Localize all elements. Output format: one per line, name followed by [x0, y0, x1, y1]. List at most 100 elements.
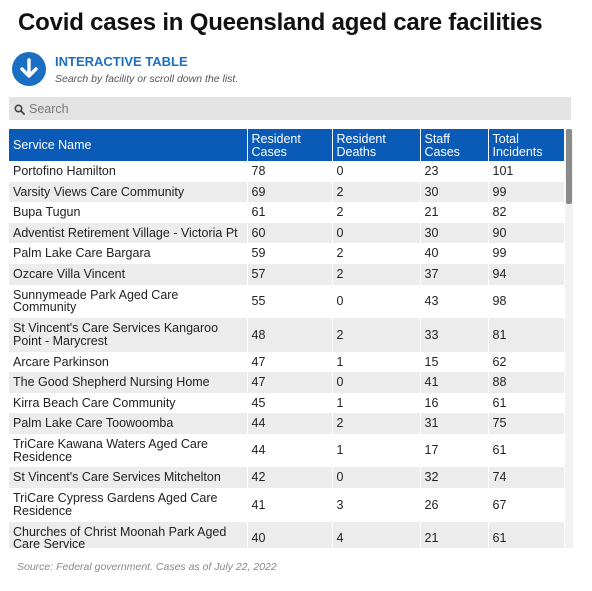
- table-row[interactable]: Palm Lake Care Toowoomba 44 2 31 75: [9, 413, 564, 434]
- staff-cases-cell: 43: [419, 284, 488, 319]
- service-name-line: Point - Marycrest: [13, 333, 108, 348]
- resident-cases-cell: 41: [246, 488, 332, 522]
- search-bar[interactable]: [9, 97, 571, 120]
- resident-deaths-cell: 2: [331, 202, 420, 223]
- service-name-line: St Vincent's Care Services Kangaroo: [13, 321, 219, 336]
- resident-deaths-cell: 0: [331, 467, 420, 489]
- header-resident-deaths[interactable]: Resident Deaths: [331, 129, 420, 161]
- resident-deaths-cell: 4: [331, 521, 420, 548]
- total-incidents-cell: 62: [487, 351, 564, 373]
- table-row[interactable]: Palm Lake Care Bargara 59 2 40 99: [9, 243, 564, 264]
- staff-cases-cell: 21: [419, 521, 488, 548]
- table-row[interactable]: Adventist Retirement Village - Victoria …: [9, 222, 564, 244]
- resident-cases-cell: 47: [246, 372, 332, 393]
- service-name-line: Community: [13, 300, 77, 315]
- header-label-line: Staff: [424, 131, 450, 146]
- service-name-line: Palm Lake Care Bargara: [13, 246, 151, 261]
- service-name-cell: Kirra Beach Care Community: [9, 392, 247, 414]
- resident-deaths-cell: 2: [331, 263, 420, 285]
- resident-deaths-cell: 2: [331, 181, 420, 203]
- staff-cases-cell: 26: [419, 488, 488, 522]
- service-name-line: St Vincent's Care Services Mitchelton: [13, 470, 221, 485]
- header-service-name[interactable]: Service Name: [9, 129, 247, 161]
- total-incidents-cell: 90: [487, 222, 564, 244]
- total-incidents-cell: 81: [487, 318, 564, 352]
- staff-cases-cell: 23: [419, 161, 488, 182]
- staff-cases-cell: 40: [419, 243, 488, 264]
- service-name-cell: TriCare Cypress Gardens Aged Care Residen…: [9, 488, 247, 522]
- staff-cases-cell: 17: [419, 433, 488, 468]
- facility-table: Service Name Resident Cases Resident Deaths S…: [9, 129, 564, 548]
- table-row[interactable]: Sunnymeade Park Aged Care Community 55 0 43 9…: [9, 284, 564, 319]
- header-label-line: Service Name: [13, 138, 92, 152]
- resident-cases-cell: 44: [246, 433, 332, 468]
- table-row[interactable]: The Good Shepherd Nursing Home 47 0 41 88: [9, 372, 564, 393]
- table-row[interactable]: Varsity Views Care Community 69 2 30 99: [9, 181, 564, 203]
- total-incidents-cell: 94: [487, 263, 564, 285]
- header-staff-cases[interactable]: Staff Cases: [419, 129, 488, 161]
- resident-cases-cell: 69: [246, 181, 332, 203]
- table-row[interactable]: Kirra Beach Care Community 45 1 16 61: [9, 392, 564, 414]
- table-row[interactable]: St Vincent's Care Services Kangaroo Point…: [9, 318, 564, 352]
- table-header-row: Service Name Resident Cases Resident Deaths S…: [9, 129, 564, 161]
- total-incidents-cell: 67: [487, 488, 564, 522]
- resident-cases-cell: 78: [246, 161, 332, 182]
- total-incidents-cell: 75: [487, 413, 564, 434]
- service-name-line: Arcare Parkinson: [13, 354, 109, 369]
- resident-deaths-cell: 0: [331, 222, 420, 244]
- service-name-cell: Adventist Retirement Village - Victoria …: [9, 222, 247, 244]
- table-row[interactable]: Portofino Hamilton 78 0 23 101: [9, 161, 564, 182]
- staff-cases-cell: 33: [419, 318, 488, 352]
- total-incidents-cell: 61: [487, 433, 564, 468]
- resident-cases-cell: 44: [246, 413, 332, 434]
- staff-cases-cell: 30: [419, 222, 488, 244]
- total-incidents-cell: 98: [487, 284, 564, 319]
- resident-deaths-cell: 0: [331, 161, 420, 182]
- table-row[interactable]: St Vincent's Care Services Mitchelton 42 0…: [9, 467, 564, 489]
- service-name-line: Residence: [13, 449, 73, 464]
- header-total-incidents[interactable]: Total Incidents: [487, 129, 564, 161]
- header-resident-cases[interactable]: Resident Cases: [246, 129, 332, 161]
- resident-cases-cell: 42: [246, 467, 332, 489]
- header-label-line: Deaths: [336, 144, 377, 159]
- service-name-line: Palm Lake Care Toowoomba: [13, 416, 174, 431]
- staff-cases-cell: 41: [419, 372, 488, 393]
- table-scrollbar[interactable]: [565, 129, 573, 548]
- source-note: Source: Federal government. Cases as of …: [17, 561, 277, 573]
- resident-deaths-cell: 0: [331, 284, 420, 319]
- staff-cases-cell: 16: [419, 392, 488, 414]
- service-name-line: Care Service: [13, 537, 86, 548]
- table-row[interactable]: TriCare Cypress Gardens Aged Care Residen…: [9, 488, 564, 522]
- scrollbar-thumb[interactable]: [566, 129, 572, 204]
- service-name-line: Kirra Beach Care Community: [13, 395, 176, 410]
- service-name-line: Varsity Views Care Community: [13, 184, 185, 199]
- resident-cases-cell: 60: [246, 222, 332, 244]
- table-row[interactable]: TriCare Kawana Waters Aged Care Residence…: [9, 433, 564, 468]
- service-name-cell: Palm Lake Care Bargara: [9, 243, 247, 264]
- total-incidents-cell: 74: [487, 467, 564, 489]
- resident-deaths-cell: 1: [331, 433, 420, 468]
- service-name-cell: Arcare Parkinson: [9, 351, 247, 373]
- table-row[interactable]: Arcare Parkinson 47 1 15 62: [9, 351, 564, 373]
- resident-cases-cell: 61: [246, 202, 332, 223]
- search-input[interactable]: [29, 97, 559, 120]
- total-incidents-cell: 61: [487, 392, 564, 414]
- banner-subtitle: Search by facility or scroll down the li…: [55, 73, 239, 85]
- table-row[interactable]: Bupa Tugun 61 2 21 82: [9, 202, 564, 223]
- table-row[interactable]: Ozcare Villa Vincent 57 2 37 94: [9, 263, 564, 285]
- table-row[interactable]: Churches of Christ Moonah Park Aged Care …: [9, 521, 564, 548]
- service-name-line: TriCare Kawana Waters Aged Care: [13, 437, 208, 452]
- facility-table-scroll[interactable]: Service Name Resident Cases Resident Deaths S…: [9, 129, 564, 548]
- service-name-cell: Bupa Tugun: [9, 202, 247, 223]
- total-incidents-cell: 101: [487, 161, 564, 182]
- total-incidents-cell: 99: [487, 243, 564, 264]
- staff-cases-cell: 31: [419, 413, 488, 434]
- service-name-line: Ozcare Villa Vincent: [13, 267, 126, 282]
- total-incidents-cell: 99: [487, 181, 564, 203]
- service-name-cell: Ozcare Villa Vincent: [9, 263, 247, 285]
- resident-cases-cell: 57: [246, 263, 332, 285]
- header-label-line: Incidents: [492, 144, 543, 159]
- total-incidents-cell: 82: [487, 202, 564, 223]
- header-label-line: Cases: [424, 144, 460, 159]
- service-name-line: Churches of Christ Moonah Park Aged: [13, 524, 227, 539]
